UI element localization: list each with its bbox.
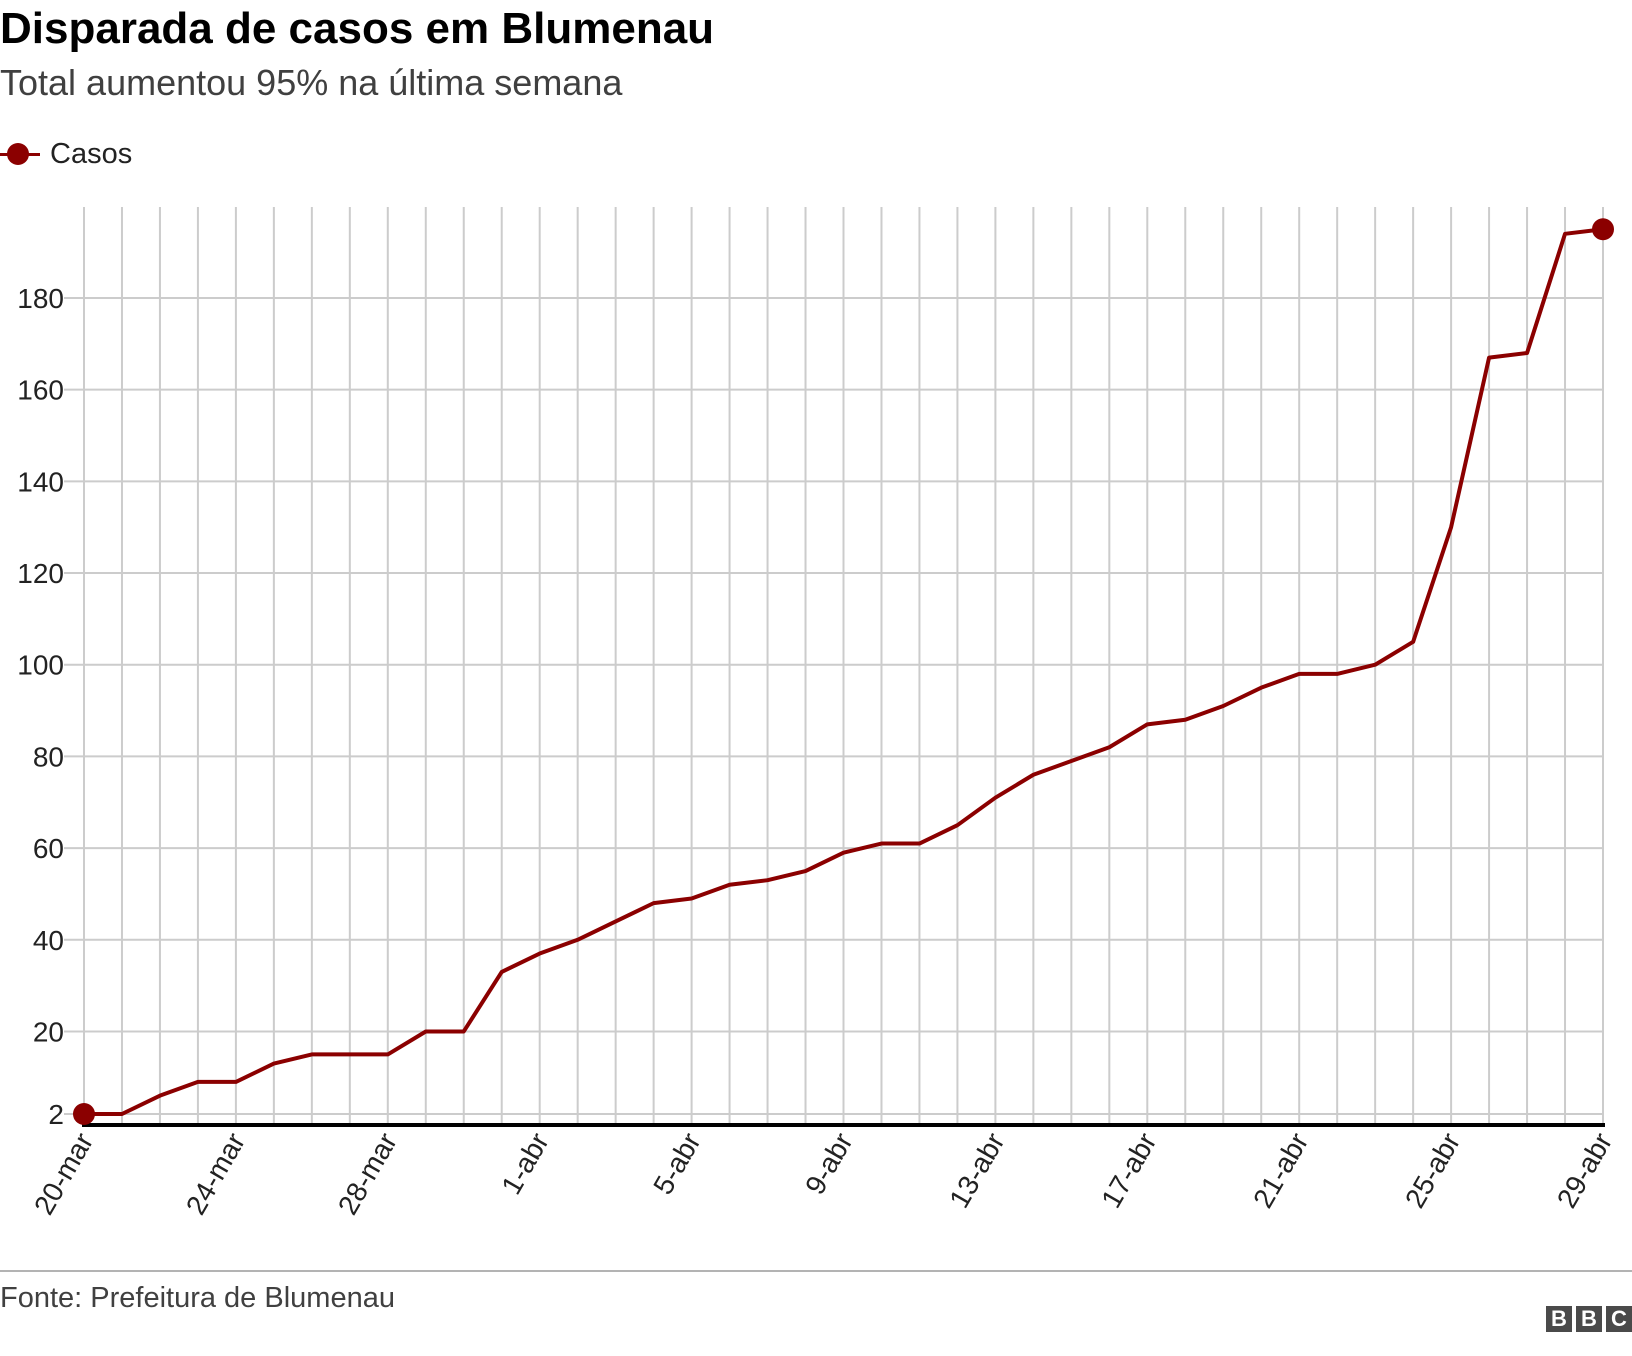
logo-letter: C (1606, 1306, 1632, 1332)
x-tick-label: 5-abr (647, 1128, 707, 1200)
chart-subtitle: Total aumentou 95% na última semana (0, 62, 623, 103)
bbc-logo: B B C (1546, 1306, 1632, 1332)
logo-letter: B (1546, 1306, 1572, 1332)
y-tick-label: 20 (33, 1016, 64, 1047)
x-tick-label: 20-mar (28, 1128, 99, 1220)
x-tick-label: 9-abr (799, 1128, 859, 1200)
x-tick-label: 13-abr (943, 1128, 1010, 1214)
logo-letter: B (1576, 1306, 1602, 1332)
y-tick-label: 180 (17, 283, 64, 314)
y-tick-label: 160 (17, 375, 64, 406)
x-tick-label: 28-mar (332, 1128, 403, 1220)
x-tick-label: 17-abr (1095, 1128, 1162, 1214)
x-tick-label: 24-mar (180, 1128, 251, 1220)
line-chart: 2 20 40 60 80 100 120 140 160 180 20-mar 24-mar 28-m… (17, 207, 1618, 1220)
source-note: Fonte: Prefeitura de Blumenau (0, 1282, 395, 1314)
x-tick-label: 29-abr (1551, 1128, 1618, 1214)
data-point-marker (1592, 218, 1614, 241)
y-tick-label: 140 (17, 466, 64, 497)
data-point-marker (73, 1103, 95, 1125)
legend: Casos (0, 136, 132, 172)
y-tick-label: 60 (33, 833, 64, 864)
legend-swatch-icon (0, 136, 40, 172)
axes: 2 20 40 60 80 100 120 140 160 180 20-mar 24-mar 28-m… (17, 283, 1618, 1220)
x-tick-label: 21-abr (1247, 1128, 1314, 1214)
legend-dot (7, 143, 29, 165)
chart-title: Disparada de casos em Blumenau (0, 4, 715, 53)
y-tick-label: 100 (17, 650, 64, 681)
y-tick-label: 80 (33, 741, 64, 772)
legend-label-casos: Casos (50, 137, 133, 170)
y-tick-label: 2 (48, 1099, 64, 1130)
y-tick-label: 40 (33, 925, 64, 956)
series-casos (73, 218, 1614, 1125)
x-tick-label: 1-abr (495, 1128, 555, 1200)
x-tick-label: 25-abr (1399, 1128, 1466, 1214)
y-tick-label: 120 (17, 558, 64, 589)
footer-divider (0, 1270, 1632, 1272)
series-line-casos (82, 227, 1605, 1116)
